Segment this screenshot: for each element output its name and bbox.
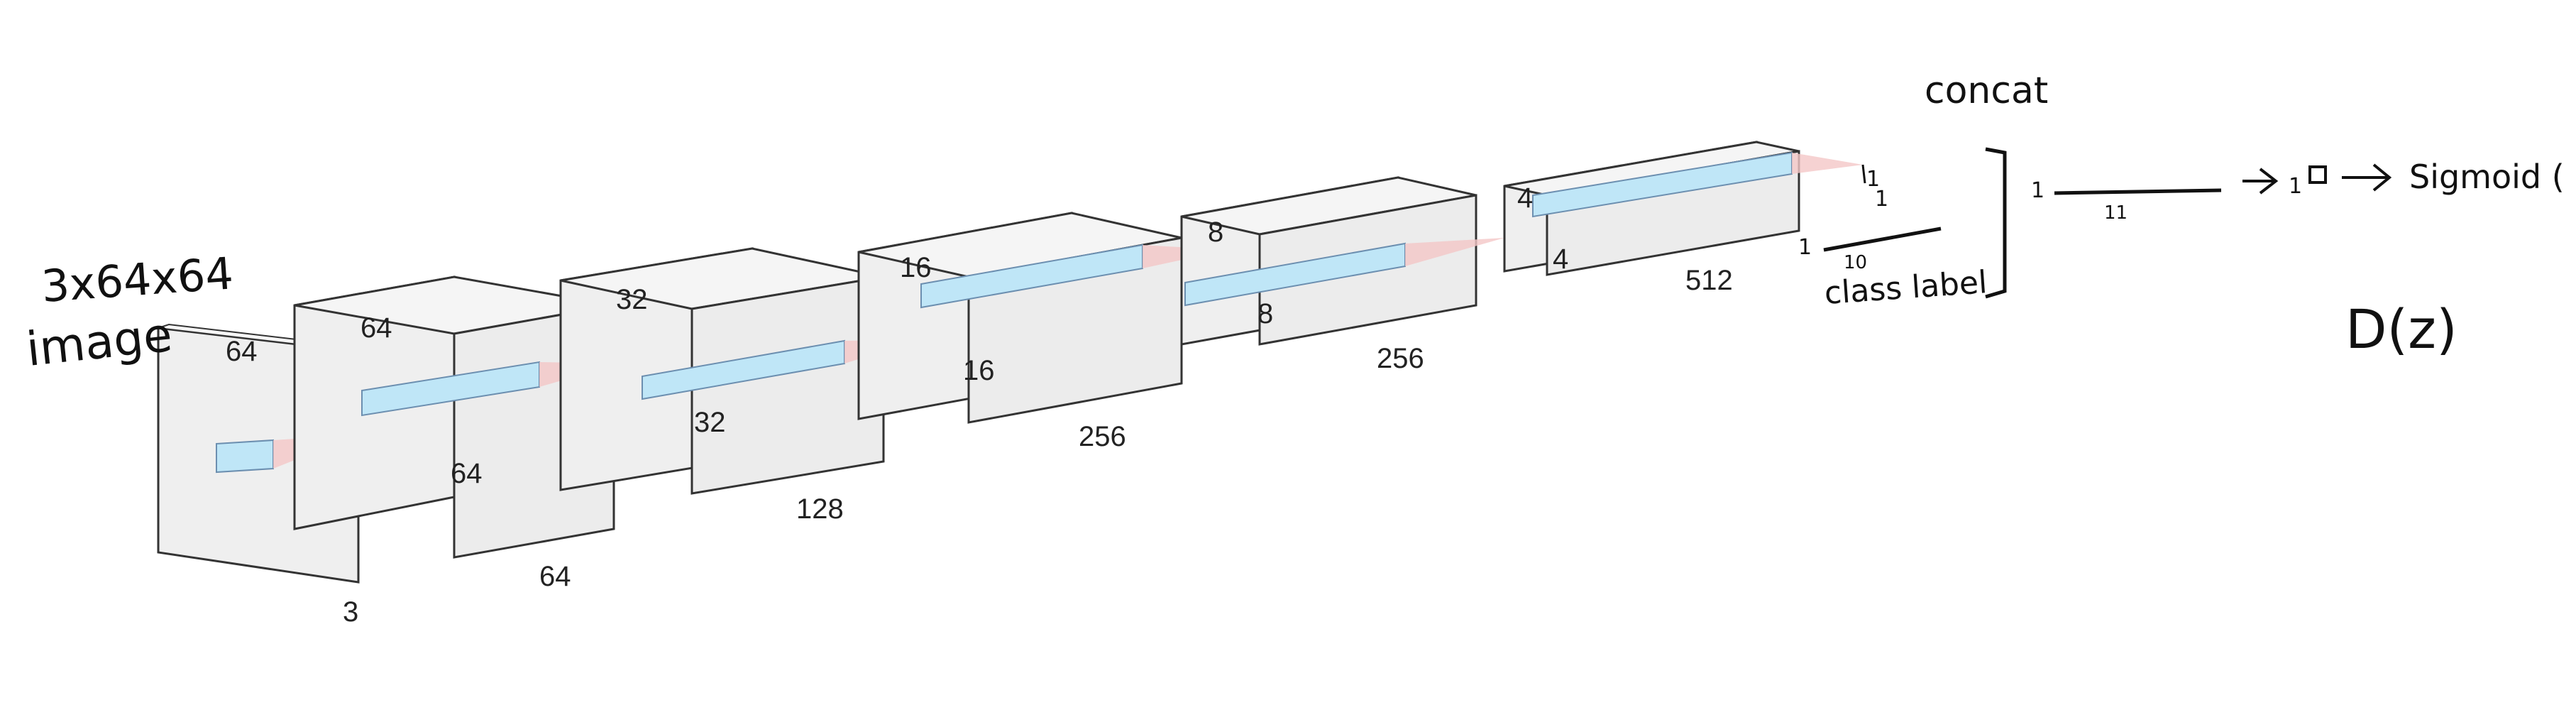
class-label-prefix: 1 bbox=[1798, 235, 1812, 260]
output-stem bbox=[1861, 164, 1866, 184]
block-width-label: 16 bbox=[963, 355, 995, 386]
block-width-label: 32 bbox=[694, 407, 726, 438]
block-width-label: 64 bbox=[451, 458, 483, 489]
output-prefix: 1 bbox=[2289, 174, 2302, 199]
block-height-label: 4 bbox=[1517, 182, 1533, 214]
block-depth-label: 3 bbox=[343, 596, 358, 628]
block-depth-label: 512 bbox=[1685, 265, 1733, 296]
kernel-cone bbox=[1792, 153, 1863, 174]
block-width-label: 8 bbox=[1257, 298, 1273, 329]
arrow-to-output bbox=[2242, 168, 2279, 195]
block-depth-label: 256 bbox=[1377, 343, 1424, 374]
kernel-bar bbox=[216, 439, 274, 474]
sigmoid-label: Sigmoid ( ) bbox=[2409, 158, 2576, 196]
block-height-label: 64 bbox=[360, 312, 392, 344]
block-depth-label: 128 bbox=[796, 493, 844, 525]
fc-vector bbox=[2054, 188, 2222, 195]
discriminator-output-label: D(z) bbox=[2345, 297, 2457, 361]
conv-block-6: 4 4 512 bbox=[1503, 141, 1866, 296]
output-unit bbox=[2308, 165, 2327, 184]
fc-size: 11 bbox=[2104, 202, 2128, 224]
block-depth-label: 256 bbox=[1079, 421, 1126, 452]
block-height-label: 16 bbox=[900, 252, 932, 283]
conv-block-4: 16 16 256 bbox=[857, 212, 1228, 452]
block-height-label: 32 bbox=[616, 284, 648, 315]
block-depth-label: 64 bbox=[539, 561, 571, 592]
input-shape-label: 3x64x64 bbox=[40, 247, 235, 312]
concat-label: concat bbox=[1925, 70, 2048, 112]
conv-block-3: 32 32 128 bbox=[559, 247, 923, 525]
block-height-label: 64 bbox=[226, 336, 258, 367]
block-side bbox=[690, 275, 885, 495]
output-size-label-b: 1 bbox=[1875, 187, 1888, 212]
concat-bracket bbox=[1985, 147, 2007, 299]
input-name-label: image bbox=[24, 307, 175, 377]
kernel-cone bbox=[1405, 238, 1504, 266]
block-height-label: 8 bbox=[1208, 217, 1223, 248]
class-label-size: 10 bbox=[1844, 252, 1867, 273]
class-label-vector bbox=[1823, 226, 1942, 252]
output-size-label-a: 1 bbox=[1866, 167, 1880, 192]
arrow-to-sigmoid bbox=[2342, 163, 2392, 192]
conv-block-5: 8 8 256 bbox=[1180, 176, 1504, 374]
block-width-label: 4 bbox=[1553, 244, 1568, 275]
fc-prefix: 1 bbox=[2031, 178, 2044, 203]
